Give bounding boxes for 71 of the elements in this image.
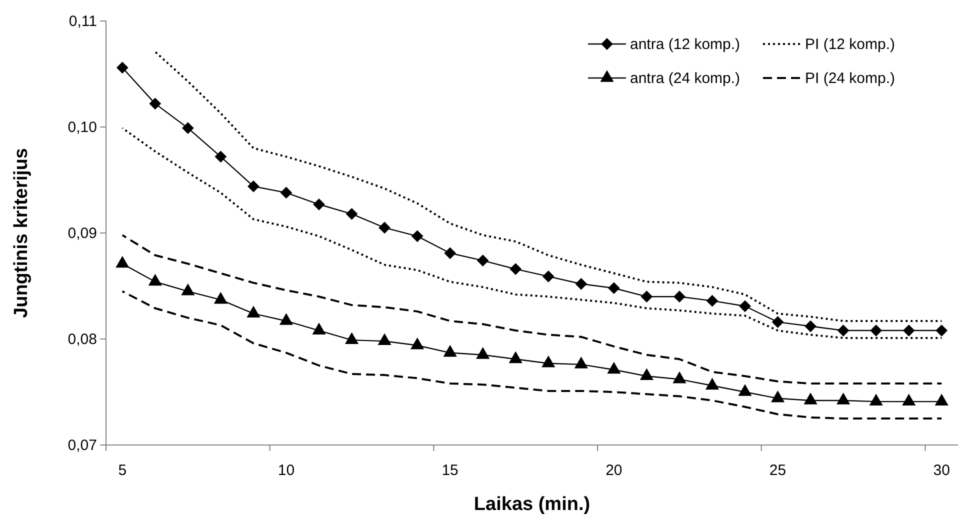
point [246,306,260,318]
point [508,351,522,364]
point [116,62,128,74]
point [312,322,326,334]
point [542,356,556,368]
legend-label: antra (24 komp.) [630,70,740,87]
point [869,394,883,406]
x-tick-label: 15 [442,462,458,479]
point [739,300,751,312]
point [804,320,816,332]
y-tick-label: 0,11 [68,12,97,30]
point [182,122,194,134]
point [214,150,227,163]
point [378,222,390,234]
point [313,198,325,210]
point [116,256,130,268]
point [575,278,588,290]
line-series [121,234,943,385]
line-series [121,290,943,420]
point [279,313,294,325]
point [936,324,948,336]
point [542,270,554,282]
point [640,368,654,380]
point [248,180,260,192]
point [476,254,489,266]
x-tick-label: 10 [278,462,295,479]
legend-label: PI (24 komp.) [805,70,896,87]
y-tick-label: 0,09 [68,224,97,242]
point [672,371,686,384]
point [608,282,620,294]
x-axis-title: Laikas (min.) [474,494,590,515]
point [181,283,195,296]
point [607,362,621,374]
point [344,332,359,344]
point [934,394,948,406]
point [705,378,720,390]
point [346,208,358,220]
y-tick-label: 0,08 [68,330,97,348]
point [804,392,818,404]
point [640,290,653,303]
point [149,98,162,110]
point [444,247,456,260]
x-tick-label: 20 [606,462,622,479]
legend-label: PI (12 komp.) [805,36,896,53]
point [870,324,882,336]
legend-label: antra (12 komp.) [630,36,740,53]
y-tick-label: 0,07 [68,436,97,454]
point [280,186,292,199]
point [902,394,916,406]
point [378,333,392,346]
y-axis-title: Jungtinis kriterijus [11,148,32,318]
point [214,292,228,304]
point [410,338,424,350]
point [443,344,457,357]
y-tick-label: 0,10 [68,118,97,136]
point [574,356,588,368]
point [836,392,850,404]
point [770,390,785,402]
x-tick-label: 30 [933,462,950,479]
point [706,294,718,307]
point [148,274,162,286]
x-tick-label: 5 [118,462,127,479]
point [411,230,424,242]
point [772,316,784,328]
point [837,324,850,336]
point [674,290,686,303]
point [510,263,522,275]
point [476,347,490,359]
point [738,384,752,396]
x-tick-label: 25 [769,462,786,479]
point [902,324,915,336]
